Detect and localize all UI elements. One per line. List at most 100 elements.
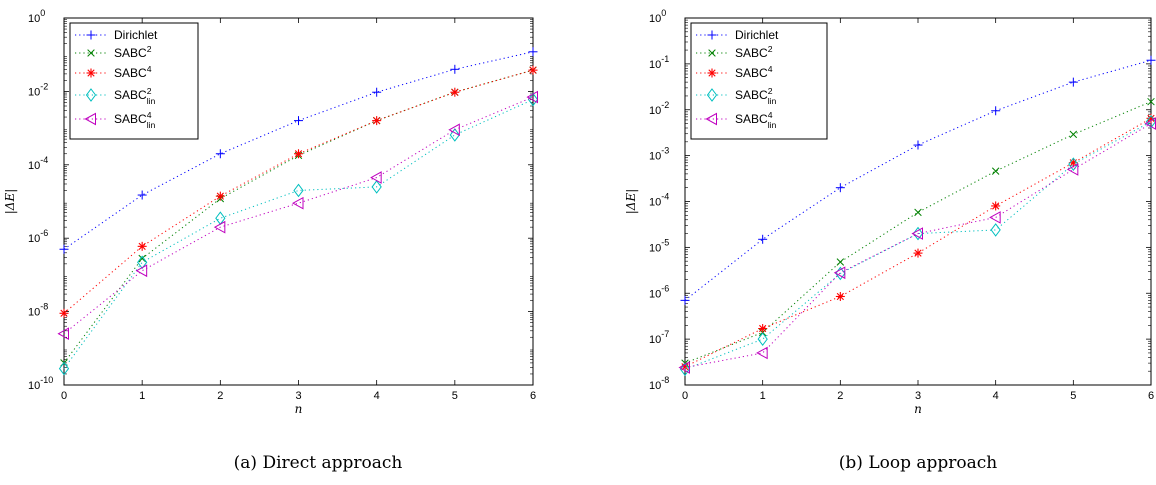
legend-label: SABC2 lin (735, 86, 777, 106)
legend-marker (84, 112, 96, 126)
legend-label: SABC4 (114, 64, 152, 80)
data-point (679, 362, 691, 377)
y-axis-label: |ΔE| (3, 189, 17, 215)
data-point (836, 258, 845, 266)
data-point (835, 291, 845, 301)
series-sabc4lin (678, 117, 1156, 374)
legend-item: SABC4 lin (696, 110, 777, 130)
y-tick-label: 10-4 (28, 155, 48, 172)
legend-item: SABC4 (696, 64, 773, 80)
data-point (756, 346, 768, 360)
series-line (63, 96, 534, 335)
y-tick-label: 10-2 (649, 100, 669, 117)
data-point (911, 227, 923, 240)
x-tick-label: 0 (682, 390, 688, 402)
y-tick-label: 10-8 (649, 375, 669, 392)
y-tick-label: 10-6 (28, 228, 48, 245)
legend: Dirichlet SABC2 SABC4 SABC2 lin SABC4 lin (690, 22, 828, 140)
data-point (757, 332, 768, 346)
data-point (680, 295, 690, 305)
series-line (684, 123, 1152, 369)
series-sabc4 (59, 65, 538, 318)
chart-direct: 100 10-2 10-4 10-6 10-8 10-10 0 1 2 3 4 5 6 n |ΔE| Diri… (3, 8, 539, 473)
legend-item: SABC2 lin (75, 86, 156, 106)
subfigure-caption: (b) Loop approach (839, 453, 998, 473)
x-tick-label: 6 (530, 390, 536, 402)
data-point (59, 308, 69, 318)
series-line (63, 99, 534, 369)
data-point (1147, 97, 1155, 106)
series-dirichlet (59, 47, 538, 254)
legend-item: SABC2 (696, 44, 773, 60)
data-point (58, 361, 70, 376)
y-tick-label: 100 (649, 8, 666, 25)
data-point (1069, 130, 1078, 139)
data-point (527, 92, 539, 107)
data-point (213, 220, 226, 234)
legend: Dirichlet SABC2 SABC4 SABC2 lin SABC4 lin (69, 22, 199, 140)
data-point (528, 47, 538, 57)
series-sabc4lin (57, 90, 538, 341)
data-point (215, 191, 225, 201)
x-tick-label: 5 (1070, 390, 1076, 402)
data-point (450, 87, 460, 97)
legend-item: SABC4 (75, 64, 152, 80)
x-tick-label: 1 (760, 390, 766, 402)
data-point (450, 64, 460, 74)
legend-label: SABC4 lin (735, 110, 777, 130)
legend-box (69, 22, 199, 140)
y-tick-label: 10-8 (28, 302, 48, 319)
legend-label: SABC4 lin (114, 110, 156, 130)
data-point (990, 223, 1001, 237)
x-tick-label: 6 (1148, 390, 1154, 402)
legend-box (690, 22, 828, 140)
data-point (59, 244, 69, 254)
y-tick-label: 10-4 (649, 192, 669, 209)
data-point (528, 65, 538, 75)
legend-marker (705, 112, 717, 126)
data-point (914, 208, 922, 217)
data-point (1068, 77, 1078, 87)
legend-item: SABC2 lin (696, 86, 777, 106)
data-point (370, 171, 382, 184)
x-tick-label: 2 (217, 390, 223, 402)
legend-item: Dirichlet (75, 28, 158, 42)
data-point (758, 234, 768, 244)
y-tick-label: 10-6 (649, 283, 669, 300)
data-point (991, 201, 1001, 211)
data-point (372, 87, 382, 97)
y-tick-label: 10-3 (649, 146, 669, 163)
y-axis-label: |ΔE| (624, 189, 638, 215)
data-point (448, 123, 460, 137)
data-point (137, 255, 148, 270)
x-axis-label: n (295, 402, 303, 416)
x-tick-label: 3 (295, 390, 301, 402)
x-tick-label: 0 (61, 390, 67, 402)
legend-marker (706, 88, 718, 102)
legend-label: SABC2 lin (114, 86, 156, 106)
data-point (137, 241, 147, 251)
data-point (1145, 114, 1156, 129)
series-line (684, 117, 1152, 368)
data-point (835, 183, 845, 193)
y-tick-label: 10-1 (649, 54, 669, 71)
x-axis-label: n (914, 402, 922, 416)
data-point (294, 116, 303, 126)
legend-marker (86, 30, 96, 40)
data-point (449, 128, 460, 142)
x-tick-label: 3 (915, 390, 921, 402)
data-point (913, 140, 923, 150)
legend-item: SABC2 (75, 44, 152, 60)
y-tick-label: 100 (28, 8, 45, 25)
data-point (989, 211, 1001, 224)
data-point (135, 264, 148, 278)
x-tick-label: 1 (139, 390, 145, 402)
y-tick-label: 10-5 (649, 237, 669, 254)
chart-loop: 100 10-1 10-2 10-3 10-4 10-5 10-6 10-7 10-8 0 1 2 3 4… (624, 8, 1156, 473)
data-point (1068, 157, 1079, 172)
series-sabc2lin (679, 114, 1156, 377)
data-point (991, 106, 1001, 116)
data-point (371, 180, 382, 194)
legend-label: SABC2 (735, 44, 773, 60)
